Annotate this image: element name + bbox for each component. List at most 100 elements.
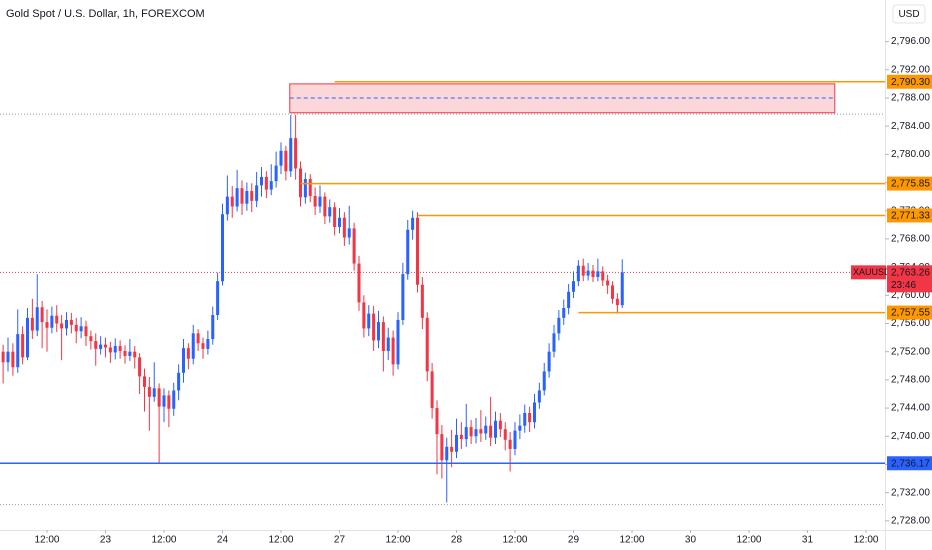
price-line-label-bg <box>887 208 932 223</box>
candle-body <box>45 322 49 328</box>
candle-body <box>177 372 181 391</box>
chart-title: Gold Spot / U.S. Dollar, 1h, FOREXCOM <box>6 8 205 20</box>
candle-body <box>162 395 166 407</box>
candle-body <box>157 388 161 407</box>
candle-body <box>108 347 112 353</box>
x-tick-label: 12:00 <box>151 535 176 546</box>
x-tick-label: 23 <box>100 535 112 546</box>
symbol-label-bg <box>851 265 886 280</box>
y-tick-label: 2,748.00 <box>891 375 930 386</box>
candle-body <box>542 371 546 391</box>
candle-body <box>308 179 312 196</box>
candle-body <box>216 281 220 316</box>
candle-body <box>235 188 239 207</box>
candle-body <box>367 313 371 329</box>
candle-body <box>303 179 307 198</box>
candle-body <box>435 408 439 435</box>
candle-body <box>55 315 59 324</box>
candle-body <box>147 386 151 397</box>
candle-body <box>313 195 317 207</box>
candle-body <box>342 217 346 238</box>
candle-body <box>79 326 83 332</box>
candle-body <box>186 348 190 359</box>
candle-body <box>220 214 225 282</box>
candle-body <box>513 430 517 449</box>
candle-body <box>362 302 366 329</box>
candle-body <box>528 413 532 423</box>
candle-body <box>508 439 512 449</box>
supply-zone <box>289 83 836 114</box>
price-line-label-bg <box>887 176 932 191</box>
x-tick-label: 24 <box>217 535 229 546</box>
candle-body <box>445 446 449 461</box>
candle-body <box>498 420 502 430</box>
price-line-label: 2,775.85 <box>891 179 930 190</box>
candle-body <box>255 185 259 201</box>
candle-body <box>196 333 200 344</box>
x-tick-label: 30 <box>685 535 697 546</box>
candle-body <box>113 346 117 353</box>
candle-body <box>298 168 303 198</box>
candle-body <box>284 150 288 172</box>
currency-label[interactable]: USD <box>898 9 919 20</box>
x-tick-label: 12:00 <box>502 535 527 546</box>
candle-body <box>532 402 537 423</box>
price-line-label: 2,757.55 <box>891 308 930 319</box>
candle-body <box>11 351 15 368</box>
candle-body <box>586 270 590 276</box>
candle-body <box>89 336 93 342</box>
price-line-label-bg <box>887 305 932 320</box>
candle-body <box>99 344 103 349</box>
candle-body <box>152 388 156 397</box>
last-price-label: 2,763.26 <box>891 267 930 278</box>
candle-body <box>347 228 351 238</box>
candle-body <box>420 284 424 318</box>
x-tick-label: 12:00 <box>34 535 59 546</box>
currency-box[interactable] <box>892 4 926 24</box>
last-price-label-bg <box>887 265 932 293</box>
candle-body <box>191 333 195 359</box>
candle-body <box>396 319 400 365</box>
x-tick-label: 12:00 <box>736 535 761 546</box>
candle-body <box>591 270 595 277</box>
candle-body <box>30 317 34 331</box>
candle-body <box>386 337 390 351</box>
candle-body <box>547 351 551 372</box>
candle-body <box>576 265 580 282</box>
y-tick-label: 2,760.00 <box>891 290 930 301</box>
y-tick-label: 2,752.00 <box>891 346 930 357</box>
candle-body <box>450 446 454 452</box>
x-tick-label: 12:00 <box>853 535 878 546</box>
candle-body <box>333 207 337 227</box>
candle-body <box>352 228 356 264</box>
candle-body <box>406 229 410 275</box>
price-line-label-bg <box>887 74 932 89</box>
symbol-label: XAUUSD <box>853 267 891 277</box>
x-tick-label: 31 <box>802 535 814 546</box>
candle-body <box>138 357 142 377</box>
y-tick-label: 2,780.00 <box>891 149 930 160</box>
y-tick-label: 2,796.00 <box>891 36 930 47</box>
candle-body <box>464 427 468 440</box>
candle-body <box>503 429 507 440</box>
candle-body <box>269 181 273 190</box>
y-tick-label: 2,768.00 <box>891 234 930 245</box>
candle-body <box>225 196 229 215</box>
candle-body <box>596 271 600 277</box>
x-tick-label: 29 <box>568 535 580 546</box>
candle-body <box>557 317 561 334</box>
candle-body <box>391 337 395 365</box>
candle-body <box>357 263 361 303</box>
candle-body <box>440 434 444 461</box>
candle-body <box>264 176 268 190</box>
candle-body <box>318 196 322 207</box>
candle-body <box>571 281 576 292</box>
candle-body <box>552 333 556 352</box>
candle-body <box>479 429 483 434</box>
candle-body <box>425 317 429 372</box>
candle-body <box>469 427 473 437</box>
candle-body <box>518 425 522 431</box>
price-line-label: 2,736.17 <box>891 458 930 469</box>
